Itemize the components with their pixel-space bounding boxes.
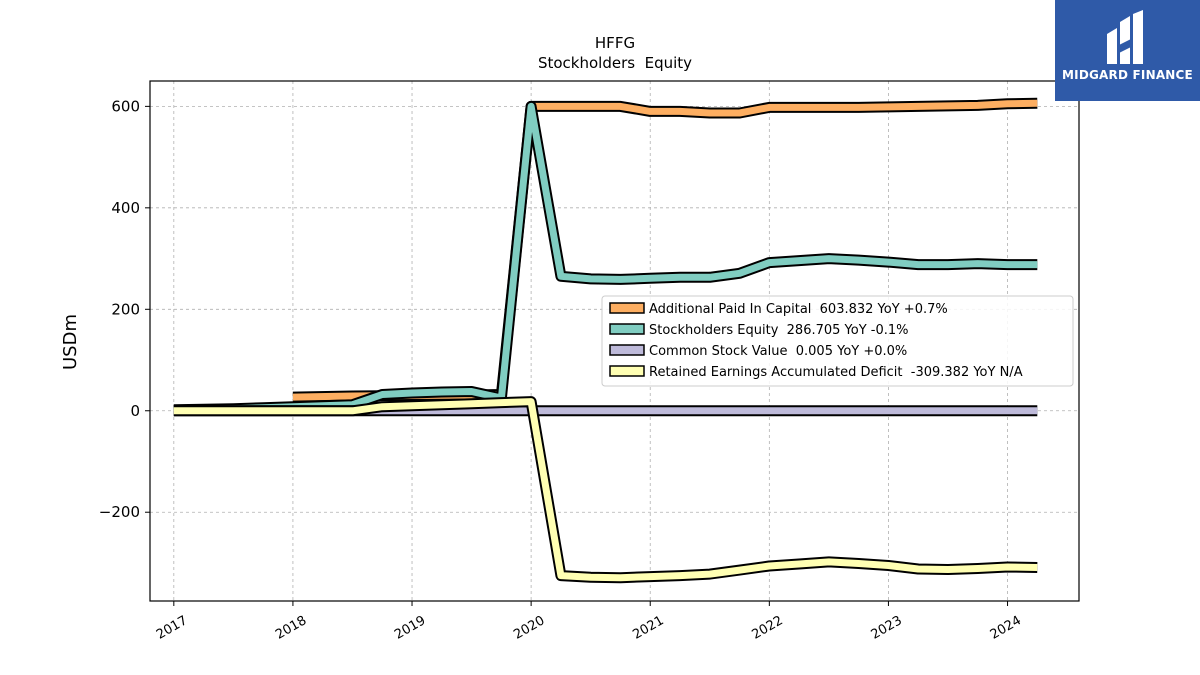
legend-item: Common Stock Value 0.005 YoY +0.0% [609, 344, 907, 359]
y-tick-label: 200 [111, 300, 140, 318]
legend-item: Retained Earnings Accumulated Deficit -3… [609, 365, 1023, 380]
legend: Additional Paid In Capital 603.832 YoY +… [601, 295, 1074, 387]
midgard-finance-logo: MIDGARD FINANCE [1055, 0, 1200, 101]
series-retained-earnings-accumulated-deficit [173, 396, 1038, 584]
legend-swatch [609, 323, 645, 335]
legend-swatch [609, 365, 645, 377]
legend-swatch [609, 344, 645, 356]
legend-label: Additional Paid In Capital 603.832 YoY +… [649, 302, 948, 317]
series-outline [173, 396, 1038, 584]
series-line [173, 398, 1038, 582]
legend-box [601, 295, 1074, 387]
y-axis-label: USDm [60, 314, 81, 370]
x-tick-label: 2017 [154, 613, 190, 643]
x-tick-label: 2020 [511, 613, 547, 643]
x-tick-label: 2023 [869, 613, 905, 643]
legend-label: Stockholders Equity 286.705 YoY -0.1% [649, 323, 909, 338]
legend-label: Common Stock Value 0.005 YoY +0.0% [649, 344, 907, 359]
legend-item: Additional Paid In Capital 603.832 YoY +… [609, 302, 948, 317]
x-tick-label: 2019 [392, 613, 428, 643]
y-tick-label: 0 [130, 402, 140, 420]
chart-subtitle: Stockholders Equity [538, 54, 692, 72]
plot-frame [149, 80, 1080, 602]
x-tick-label: 2024 [988, 613, 1024, 643]
legend-label: Retained Earnings Accumulated Deficit -3… [649, 365, 1023, 380]
y-tick-label: 600 [111, 97, 140, 115]
legend-swatch [609, 302, 645, 314]
x-tick-label: 2018 [273, 613, 309, 643]
midgard-logo-icon [1107, 10, 1143, 64]
series-lines [173, 97, 1038, 584]
chart-title: HFFG [595, 34, 635, 52]
logo-text: MIDGARD FINANCE [1062, 68, 1193, 82]
x-tick-label: 2021 [630, 613, 666, 643]
legend-item: Stockholders Equity 286.705 YoY -0.1% [609, 323, 909, 338]
x-tick-label: 2022 [750, 613, 786, 643]
y-tick-label: 400 [111, 199, 140, 217]
y-tick-label: −200 [99, 503, 140, 521]
